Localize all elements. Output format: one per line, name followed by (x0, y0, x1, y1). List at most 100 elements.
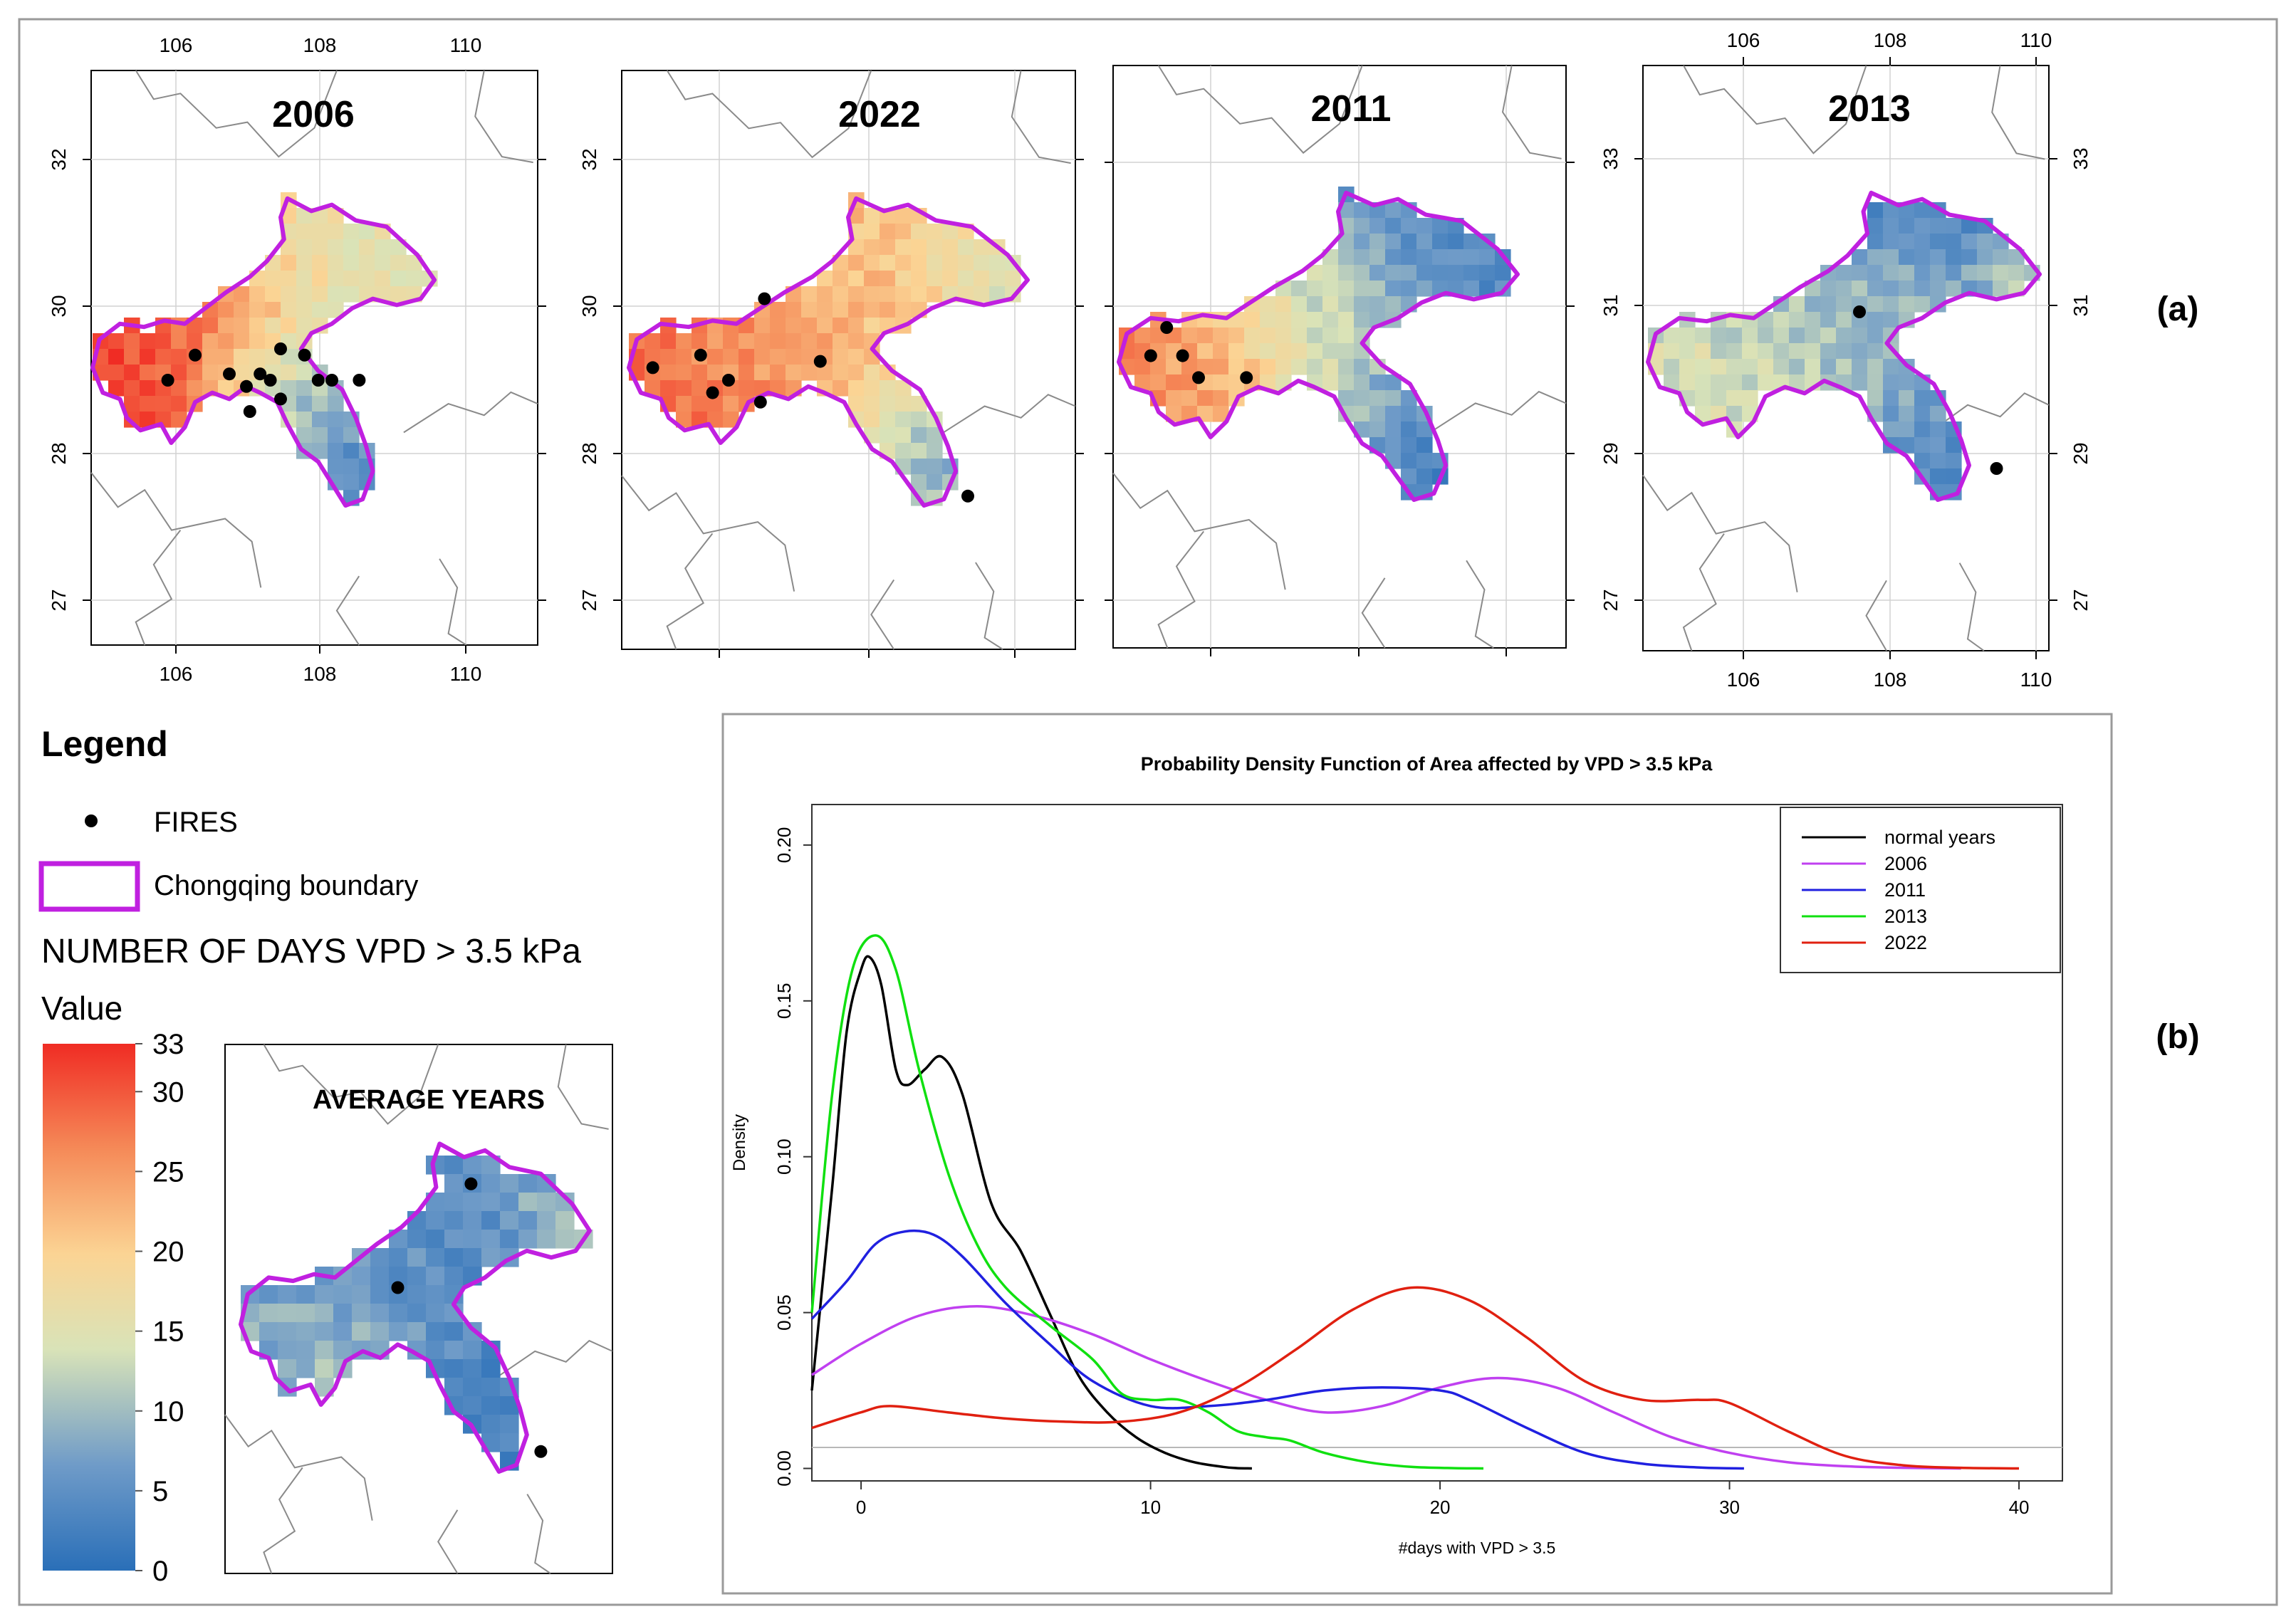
fire-point (1990, 462, 2003, 475)
raster-cell (833, 365, 849, 381)
raster-cell (312, 271, 328, 287)
raster-cell (833, 333, 849, 350)
raster-cell (1385, 281, 1402, 297)
raster-cell (801, 333, 818, 350)
raster-cell (1867, 390, 1884, 407)
raster-cell (375, 271, 391, 287)
raster-cell (1354, 281, 1370, 297)
raster-cell (1836, 281, 1852, 297)
raster-cell (359, 224, 375, 240)
x-tick-label: 110 (450, 663, 482, 685)
province-border (403, 391, 538, 434)
province-border (1011, 70, 1071, 164)
raster-cell (880, 412, 896, 428)
y-axis-label: Density (730, 1114, 749, 1171)
raster-cell (481, 1396, 501, 1415)
raster-cell (864, 318, 880, 334)
raster-cell (895, 412, 912, 428)
y-tick-label: 27 (1600, 589, 1622, 611)
raster-cell (281, 239, 297, 256)
raster-cell (958, 255, 974, 271)
raster-cell (1463, 234, 1480, 250)
raster-cell (1369, 281, 1386, 297)
raster-cell (676, 365, 692, 381)
raster-cell (645, 380, 661, 397)
raster-cell (895, 443, 912, 459)
province-border (1429, 390, 1567, 434)
raster-cell (645, 333, 661, 350)
raster-cell (1836, 265, 1852, 281)
raster-cell (333, 1322, 353, 1341)
raster-cell (296, 286, 313, 303)
raster-cell (259, 1285, 278, 1304)
raster-cell (265, 302, 281, 318)
raster-cell (249, 286, 266, 303)
colorbar-tick-label: 25 (152, 1156, 184, 1188)
series-line-2006 (811, 1305, 1961, 1470)
raster-cell (848, 271, 865, 287)
raster-cell (352, 1267, 371, 1286)
raster-cell (234, 302, 250, 318)
fire-point (1160, 321, 1174, 334)
province-border (939, 394, 1076, 436)
raster-cell (343, 474, 360, 491)
raster-cell (692, 380, 708, 397)
raster-cell (1695, 374, 1711, 391)
raster-cell (140, 380, 156, 397)
raster-cell (463, 1359, 482, 1378)
raster-cell (1883, 265, 1899, 281)
raster-cell (1354, 202, 1370, 219)
raster-cell (296, 255, 313, 271)
raster-cell (407, 1285, 427, 1304)
raster-cell (1385, 218, 1402, 234)
series-line-2013 (810, 934, 1484, 1470)
raster-cell (343, 459, 360, 475)
raster-cell (1338, 374, 1355, 391)
vpd-raster (1648, 202, 2040, 501)
raster-cell (1820, 359, 1837, 375)
raster-cell (864, 224, 880, 240)
fire-point (353, 374, 366, 387)
raster-cell (265, 286, 281, 303)
fire-point (274, 392, 287, 406)
raster-cell (171, 333, 187, 350)
raster-cell (140, 365, 156, 381)
raster-cell (1369, 296, 1386, 313)
raster-cell (1401, 281, 1417, 297)
raster-cell (1930, 468, 1946, 485)
raster-cell (1307, 328, 1323, 344)
x-tick-label: 20 (1430, 1497, 1451, 1518)
raster-cell (296, 1304, 315, 1323)
raster-cell (880, 380, 896, 397)
province-border (263, 1044, 439, 1125)
raster-cell (723, 412, 739, 428)
raster-cell (801, 318, 818, 334)
raster-cell (1946, 265, 1962, 281)
raster-cell (352, 1304, 371, 1323)
raster-cell (1385, 406, 1402, 422)
raster-cell (1914, 281, 1931, 297)
raster-cell (407, 1267, 427, 1286)
map-panel-2013: 2013 106 106 108 108 110 110 33 33 31 31 29 29 27 27 (1600, 29, 2092, 691)
raster-cell (296, 318, 313, 334)
raster-cell (1401, 437, 1417, 454)
raster-cell (343, 271, 360, 287)
raster-cell (1275, 296, 1292, 313)
raster-cell (1695, 343, 1711, 360)
neighbour-boundaries (224, 1044, 613, 1574)
raster-cell (1338, 312, 1355, 328)
raster-cell (1993, 249, 2009, 266)
raster-cell (1867, 343, 1884, 360)
raster-cell (407, 1304, 427, 1323)
raster-cell (296, 380, 313, 397)
raster-cell (895, 302, 912, 318)
raster-cell (278, 1359, 297, 1378)
raster-cell (1883, 234, 1899, 250)
map-title: AVERAGE YEARS (313, 1085, 545, 1115)
raster-cell (833, 318, 849, 334)
raster-cell (296, 412, 313, 428)
x-tick-label-top: 106 (160, 34, 193, 56)
raster-cell (426, 1230, 445, 1249)
raster-cell (1338, 249, 1355, 266)
raster-cell (895, 208, 912, 224)
